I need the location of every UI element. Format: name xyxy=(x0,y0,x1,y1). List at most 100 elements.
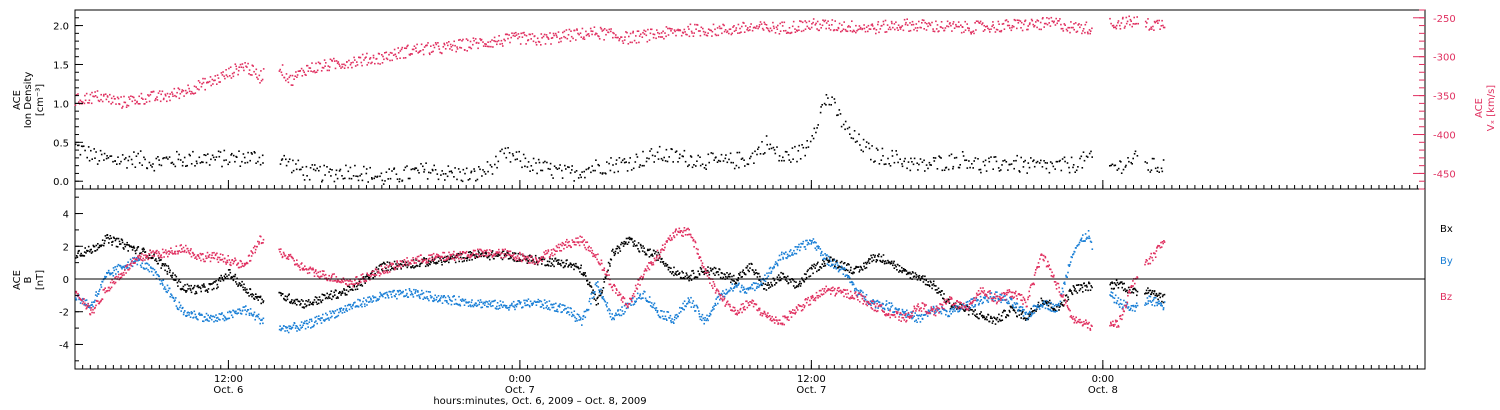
by-series-point xyxy=(1052,303,1054,306)
by-series-point xyxy=(329,310,331,313)
bz-series-point xyxy=(104,291,106,294)
bz-series-point xyxy=(89,313,92,316)
vx-series-point xyxy=(312,71,314,73)
by-series-point xyxy=(740,286,743,289)
density-series-point xyxy=(205,154,207,157)
by-series-point xyxy=(822,258,825,261)
by-series-point xyxy=(808,243,810,245)
bx-series-point xyxy=(550,262,553,264)
by-series-point xyxy=(1005,298,1008,301)
bx-series-point xyxy=(805,276,808,279)
vx-series-point xyxy=(716,27,719,29)
bx-series-point xyxy=(1146,292,1148,295)
by-series-point xyxy=(789,249,792,251)
by-series-point xyxy=(1110,295,1112,297)
density-series-point xyxy=(958,166,961,169)
by-series-point xyxy=(496,305,498,308)
by-series-point xyxy=(310,327,312,329)
density-series-point xyxy=(629,157,631,159)
vx-series-point xyxy=(451,49,453,51)
bx-series-point xyxy=(253,298,256,300)
density-series-point xyxy=(344,177,346,180)
by-series-point xyxy=(847,276,849,279)
bx-series-point xyxy=(1154,294,1157,297)
bx-series-point xyxy=(128,244,130,246)
by-series-point xyxy=(989,296,992,298)
bx-series-point xyxy=(162,263,165,265)
vx-series-point xyxy=(746,28,748,31)
bx-series-point xyxy=(370,272,372,275)
by-series-point xyxy=(625,307,628,310)
by-series-point xyxy=(349,303,352,306)
bx-series-point xyxy=(780,271,782,274)
bx-series-point xyxy=(551,258,553,260)
by-series-point xyxy=(232,309,235,312)
vx-series-point xyxy=(684,31,686,33)
by-series-point xyxy=(617,310,619,312)
by-series-point xyxy=(551,306,553,309)
bx-series-point xyxy=(319,299,321,301)
vx-series-point xyxy=(369,57,372,59)
by-series-point xyxy=(226,318,228,320)
bx-series-point xyxy=(589,285,591,287)
by-series-point xyxy=(752,282,755,284)
bx-series-point xyxy=(306,304,308,307)
bx-series-point xyxy=(474,257,477,259)
bx-series-point xyxy=(801,279,804,281)
vx-series-point xyxy=(1156,19,1159,22)
vx-series-point xyxy=(921,19,924,21)
vx-series-point xyxy=(290,84,293,86)
vx-series-point xyxy=(869,28,872,30)
bx-series-point xyxy=(643,247,645,249)
density-series-point xyxy=(486,161,489,163)
by-series-point xyxy=(111,272,114,274)
by-series-point xyxy=(654,307,656,310)
by-series-point xyxy=(893,311,896,313)
by-series-point xyxy=(693,304,696,307)
vx-series-point xyxy=(522,32,524,34)
by-series-point xyxy=(804,246,806,248)
vx-series-point xyxy=(623,39,626,41)
by-series-point xyxy=(153,268,156,271)
vx-series-point xyxy=(193,85,196,88)
by-series-point xyxy=(1026,318,1028,321)
bx-series-point xyxy=(340,294,342,296)
bx-series-point xyxy=(1019,309,1022,312)
by-series-point xyxy=(824,253,826,255)
by-series-point xyxy=(291,326,294,329)
by-series-point xyxy=(1088,235,1090,238)
by-series-point xyxy=(555,302,557,305)
vx-series-point xyxy=(160,93,162,96)
by-series-point xyxy=(459,304,462,307)
bx-series-point xyxy=(446,255,449,258)
bz-series-point xyxy=(85,307,88,310)
by-series-point xyxy=(1114,294,1117,297)
density-series-point xyxy=(816,127,818,129)
bx-series-point xyxy=(703,273,705,276)
by-series-point xyxy=(297,327,299,329)
density-series-point xyxy=(753,162,755,164)
bx-series-point xyxy=(582,273,584,276)
by-series-point xyxy=(400,291,403,293)
by-series-point xyxy=(222,318,224,320)
vx-series-point xyxy=(769,27,772,30)
by-series-point xyxy=(773,265,775,268)
bx-series-point xyxy=(346,293,348,296)
vx-series-point xyxy=(166,92,169,95)
bx-series-point xyxy=(1088,281,1090,284)
density-series-point xyxy=(167,158,169,160)
vx-series-point xyxy=(975,29,977,31)
vx-series-point xyxy=(171,91,173,94)
bx-series-point xyxy=(1001,311,1004,314)
bx-series-point xyxy=(652,255,654,257)
density-series-point xyxy=(583,170,585,173)
density-series-point xyxy=(720,153,723,156)
by-series-point xyxy=(527,298,530,300)
vx-series-point xyxy=(482,45,485,47)
by-series-point xyxy=(998,298,1001,301)
bx-series-point xyxy=(864,261,867,264)
vx-series-point xyxy=(204,77,206,80)
by-series-point xyxy=(913,315,915,317)
vx-series-point xyxy=(982,30,985,32)
bx-series-point xyxy=(615,248,618,250)
